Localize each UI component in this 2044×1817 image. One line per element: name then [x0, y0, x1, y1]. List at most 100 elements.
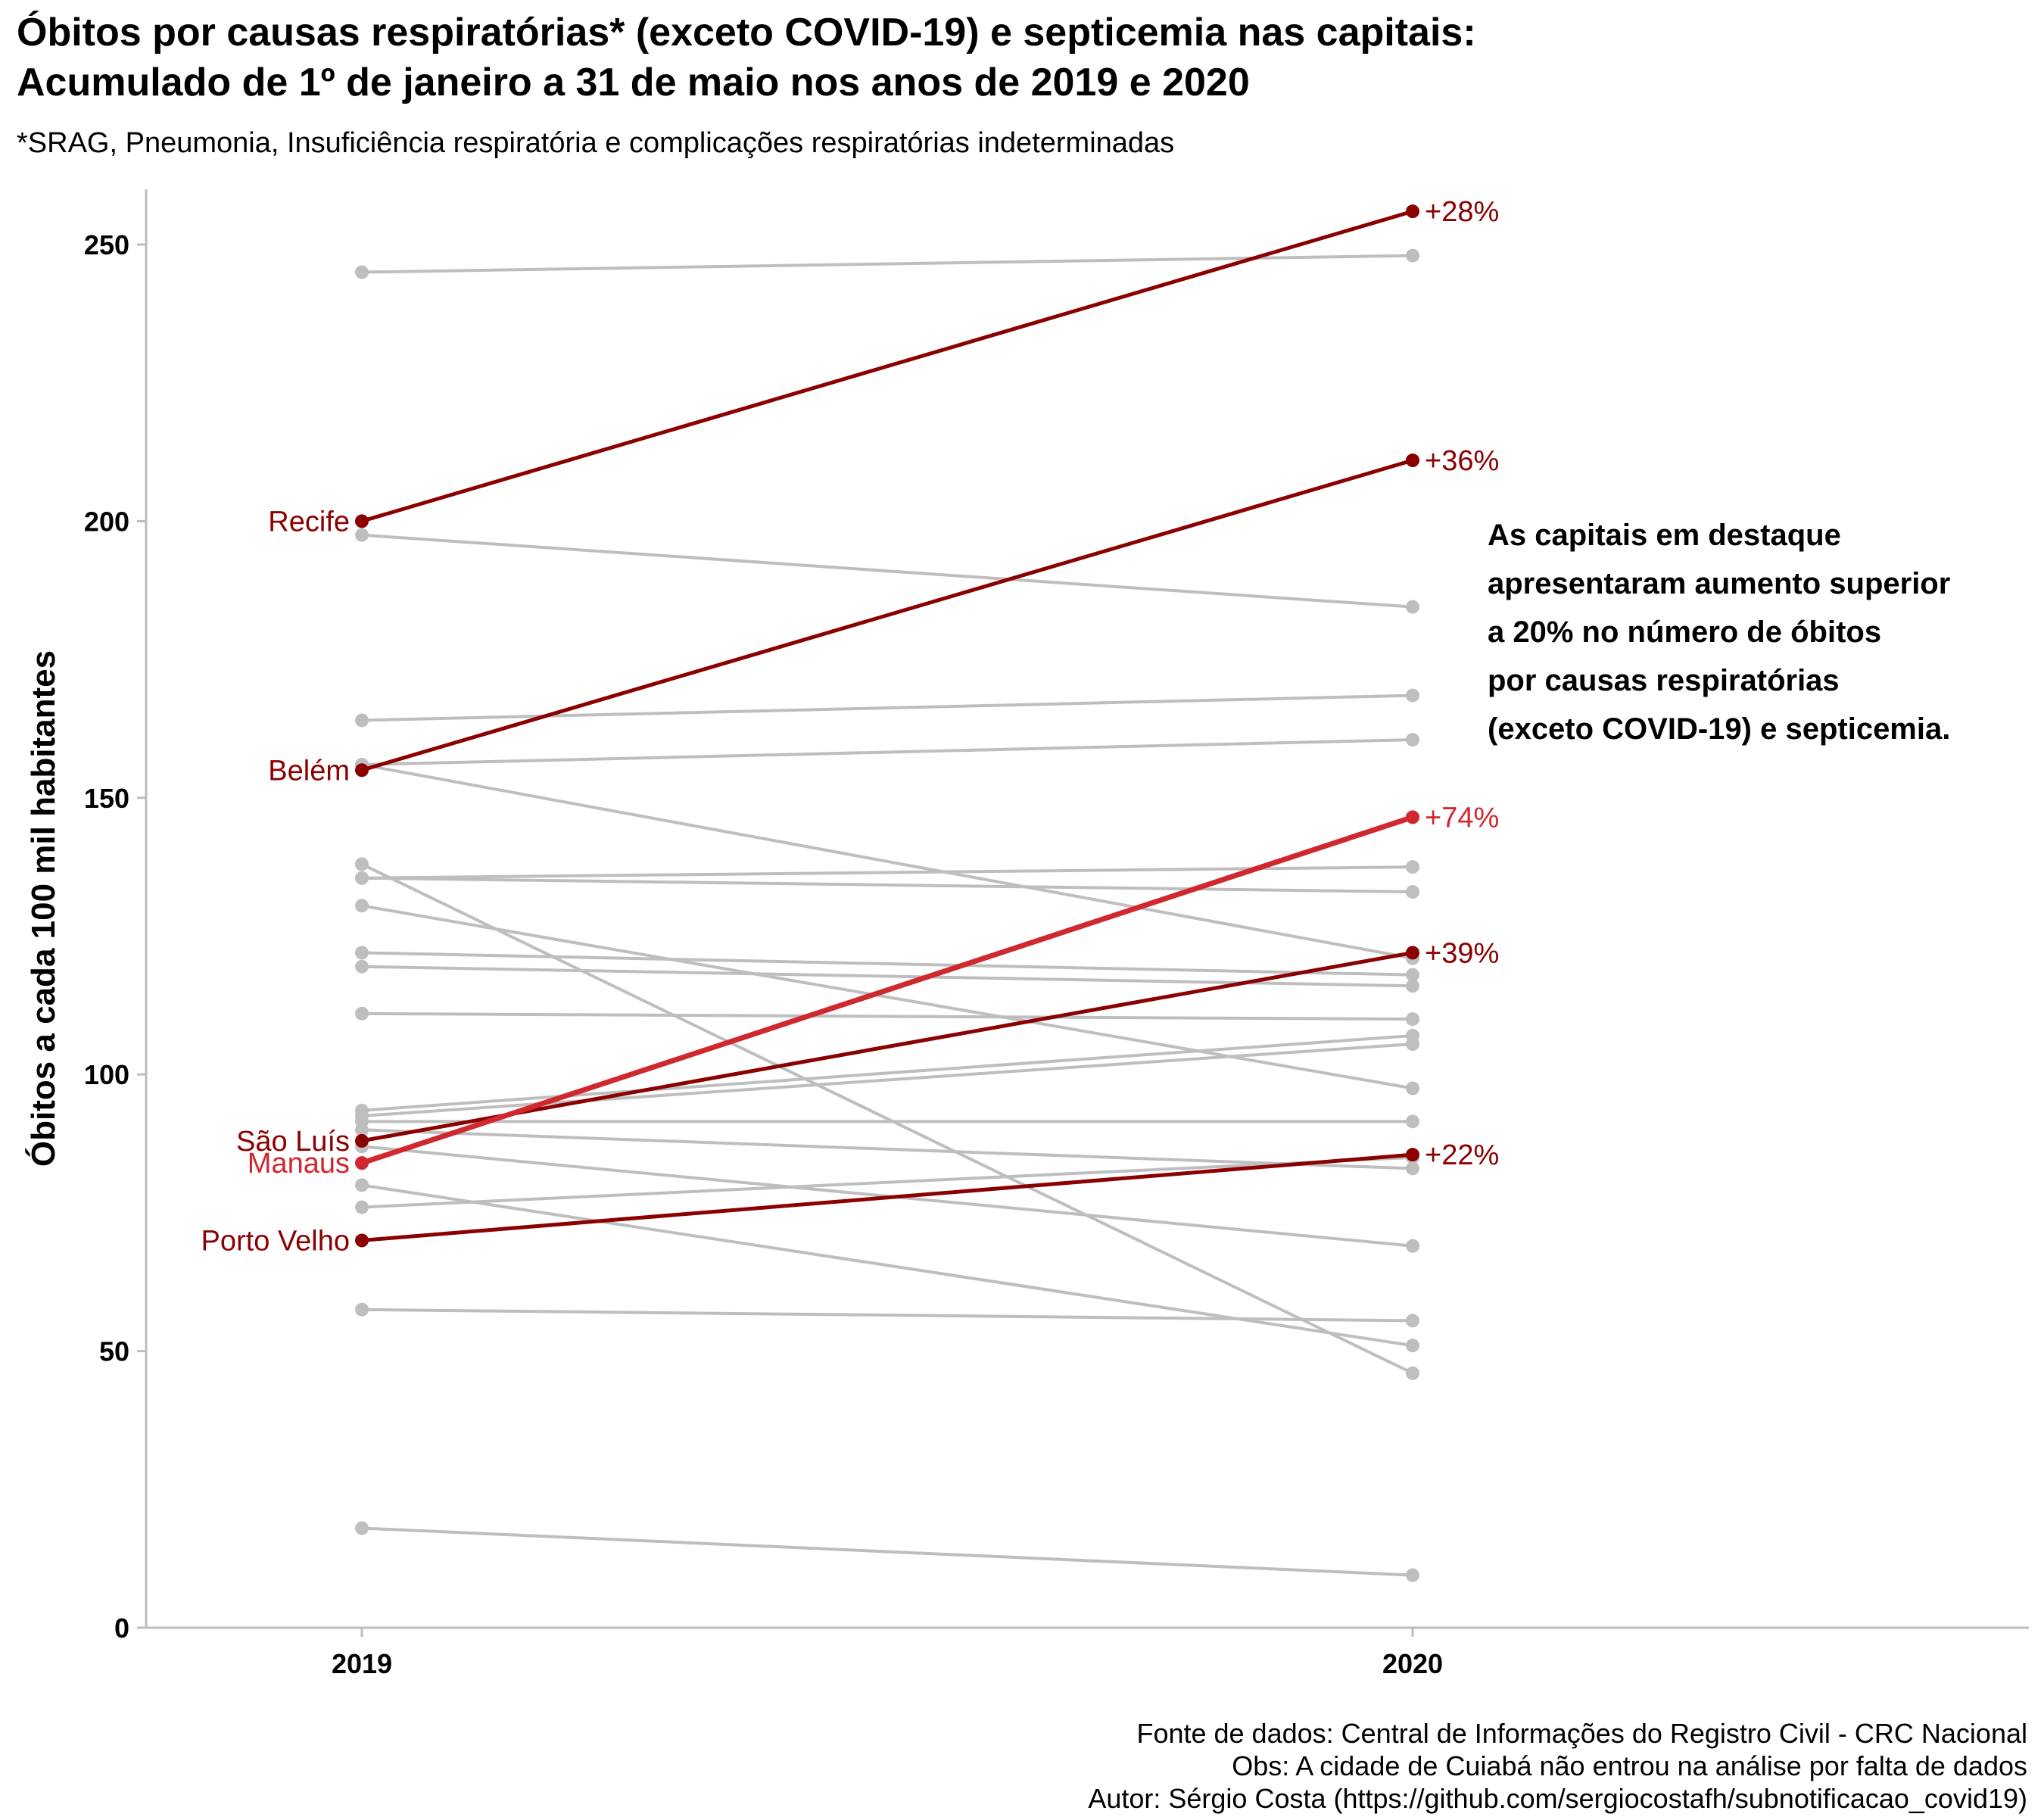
series-point — [355, 1200, 369, 1214]
series-point — [1406, 1568, 1419, 1582]
annotation-line: (exceto COVID-19) e septicemia. — [1488, 712, 1950, 746]
series-point — [1406, 1161, 1419, 1176]
highlight-series-group — [355, 204, 1419, 1248]
series-point — [1406, 453, 1419, 468]
series-point — [1406, 204, 1419, 219]
series-line — [360, 1128, 1414, 1170]
y-tick-label: 150 — [84, 783, 129, 814]
series-point — [355, 1233, 369, 1248]
series-line — [360, 951, 1414, 977]
highlight-series — [355, 946, 1419, 1148]
annotation-line: a 20% no número de óbitos — [1488, 616, 1881, 649]
chart-subtitle: *SRAG, Pneumonia, Insuficiência respirat… — [17, 127, 1175, 159]
series-point — [1406, 1339, 1419, 1353]
series-point — [355, 899, 369, 913]
caption-source: Fonte de dados: Central de Informações d… — [1136, 1718, 2027, 1749]
grey-series — [355, 871, 1419, 899]
series-point — [1406, 1314, 1419, 1328]
annotation-line: por causas respiratórias — [1488, 664, 1840, 697]
grey-series — [355, 733, 1419, 771]
series-line — [360, 1043, 1414, 1118]
grey-series — [355, 1114, 1419, 1129]
annotation-line: As capitais em destaque — [1488, 519, 1841, 552]
grey-series — [355, 946, 1419, 982]
y-tick-label: 0 — [114, 1613, 129, 1644]
series-point — [355, 265, 369, 279]
highlight-series — [355, 453, 1419, 778]
series-point — [1406, 688, 1419, 703]
series-line — [360, 865, 1414, 880]
series-point — [1406, 1081, 1419, 1095]
series-line — [360, 965, 1414, 988]
series-point — [355, 1133, 369, 1148]
series-line — [360, 762, 1414, 960]
series-line — [360, 254, 1414, 274]
chart-title-line-1: Óbitos por causas respiratórias* (exceto… — [17, 11, 1476, 55]
series-point — [1406, 810, 1419, 824]
grey-series — [355, 688, 1419, 728]
y-tick-label: 100 — [84, 1059, 129, 1090]
series-point — [1406, 1366, 1419, 1380]
series-line — [360, 862, 1414, 1375]
series-line — [360, 904, 1414, 1090]
series-point — [1406, 946, 1419, 960]
city-label: São Luís — [236, 1126, 350, 1158]
series-point — [355, 528, 369, 542]
series-line — [360, 209, 1415, 523]
series-point — [355, 1006, 369, 1021]
y-tick-label: 250 — [84, 229, 129, 260]
y-tick-label: 50 — [99, 1336, 129, 1367]
caption-author: Autor: Sérgio Costa (https://github.com/… — [1088, 1783, 2027, 1814]
highlight-series — [355, 204, 1419, 528]
caption: Fonte de dados: Central de Informações d… — [1088, 1717, 2027, 1815]
series-point — [355, 1123, 369, 1137]
y-tick-label: 200 — [84, 506, 129, 537]
highlight-series — [355, 1148, 1419, 1248]
annotation-note: As capitais em destaque apresentaram aume… — [1488, 519, 1950, 746]
change-label: +74% — [1425, 802, 1499, 834]
series-line — [360, 1034, 1414, 1112]
series-point — [355, 1302, 369, 1317]
change-label: +36% — [1425, 445, 1499, 477]
series-point — [355, 1521, 369, 1535]
axes: 0 50 100 150 200 250 2019 2020 — [84, 189, 2029, 1679]
series-point — [355, 959, 369, 974]
series-point — [355, 946, 369, 960]
labels-group: Recife +28% Belém +36% São Luís +39% Manaus +74… — [201, 196, 1500, 1257]
x-tick-label: 2020 — [1382, 1648, 1443, 1679]
caption-note: Obs: A cidade de Cuiabá não entrou na an… — [1232, 1750, 2027, 1781]
series-point — [355, 514, 369, 528]
series-point — [1406, 979, 1419, 993]
grey-series — [355, 757, 1419, 965]
series-point — [1406, 1239, 1419, 1253]
series-line — [360, 950, 1415, 1143]
city-label: Manaus — [248, 1148, 350, 1180]
series-point — [1406, 1148, 1419, 1162]
annotation-line: apresentaram aumento superior — [1488, 567, 1950, 600]
chart-title: Óbitos por causas respiratórias* (exceto… — [17, 8, 1476, 108]
series-point — [1406, 1012, 1419, 1027]
grey-series — [355, 1006, 1419, 1027]
series-line — [360, 738, 1414, 766]
series-point — [1406, 885, 1419, 899]
x-tick-label: 2019 — [332, 1648, 392, 1679]
series-line — [360, 533, 1414, 609]
series-line — [360, 1152, 1415, 1242]
series-line — [360, 876, 1414, 894]
series-point — [355, 857, 369, 871]
series-line — [360, 693, 1414, 722]
grey-series — [355, 1178, 1419, 1353]
series-line — [360, 1526, 1414, 1577]
grey-series — [355, 1521, 1419, 1582]
series-line — [360, 458, 1415, 772]
series-point — [1406, 248, 1419, 263]
grey-series — [355, 857, 1419, 1380]
series-point — [355, 1156, 369, 1170]
series-line — [360, 1155, 1414, 1209]
change-label: +39% — [1425, 937, 1499, 969]
change-label: +28% — [1425, 196, 1499, 228]
series-line — [360, 1011, 1414, 1021]
city-label: Recife — [268, 506, 350, 538]
grey-series — [355, 528, 1419, 614]
